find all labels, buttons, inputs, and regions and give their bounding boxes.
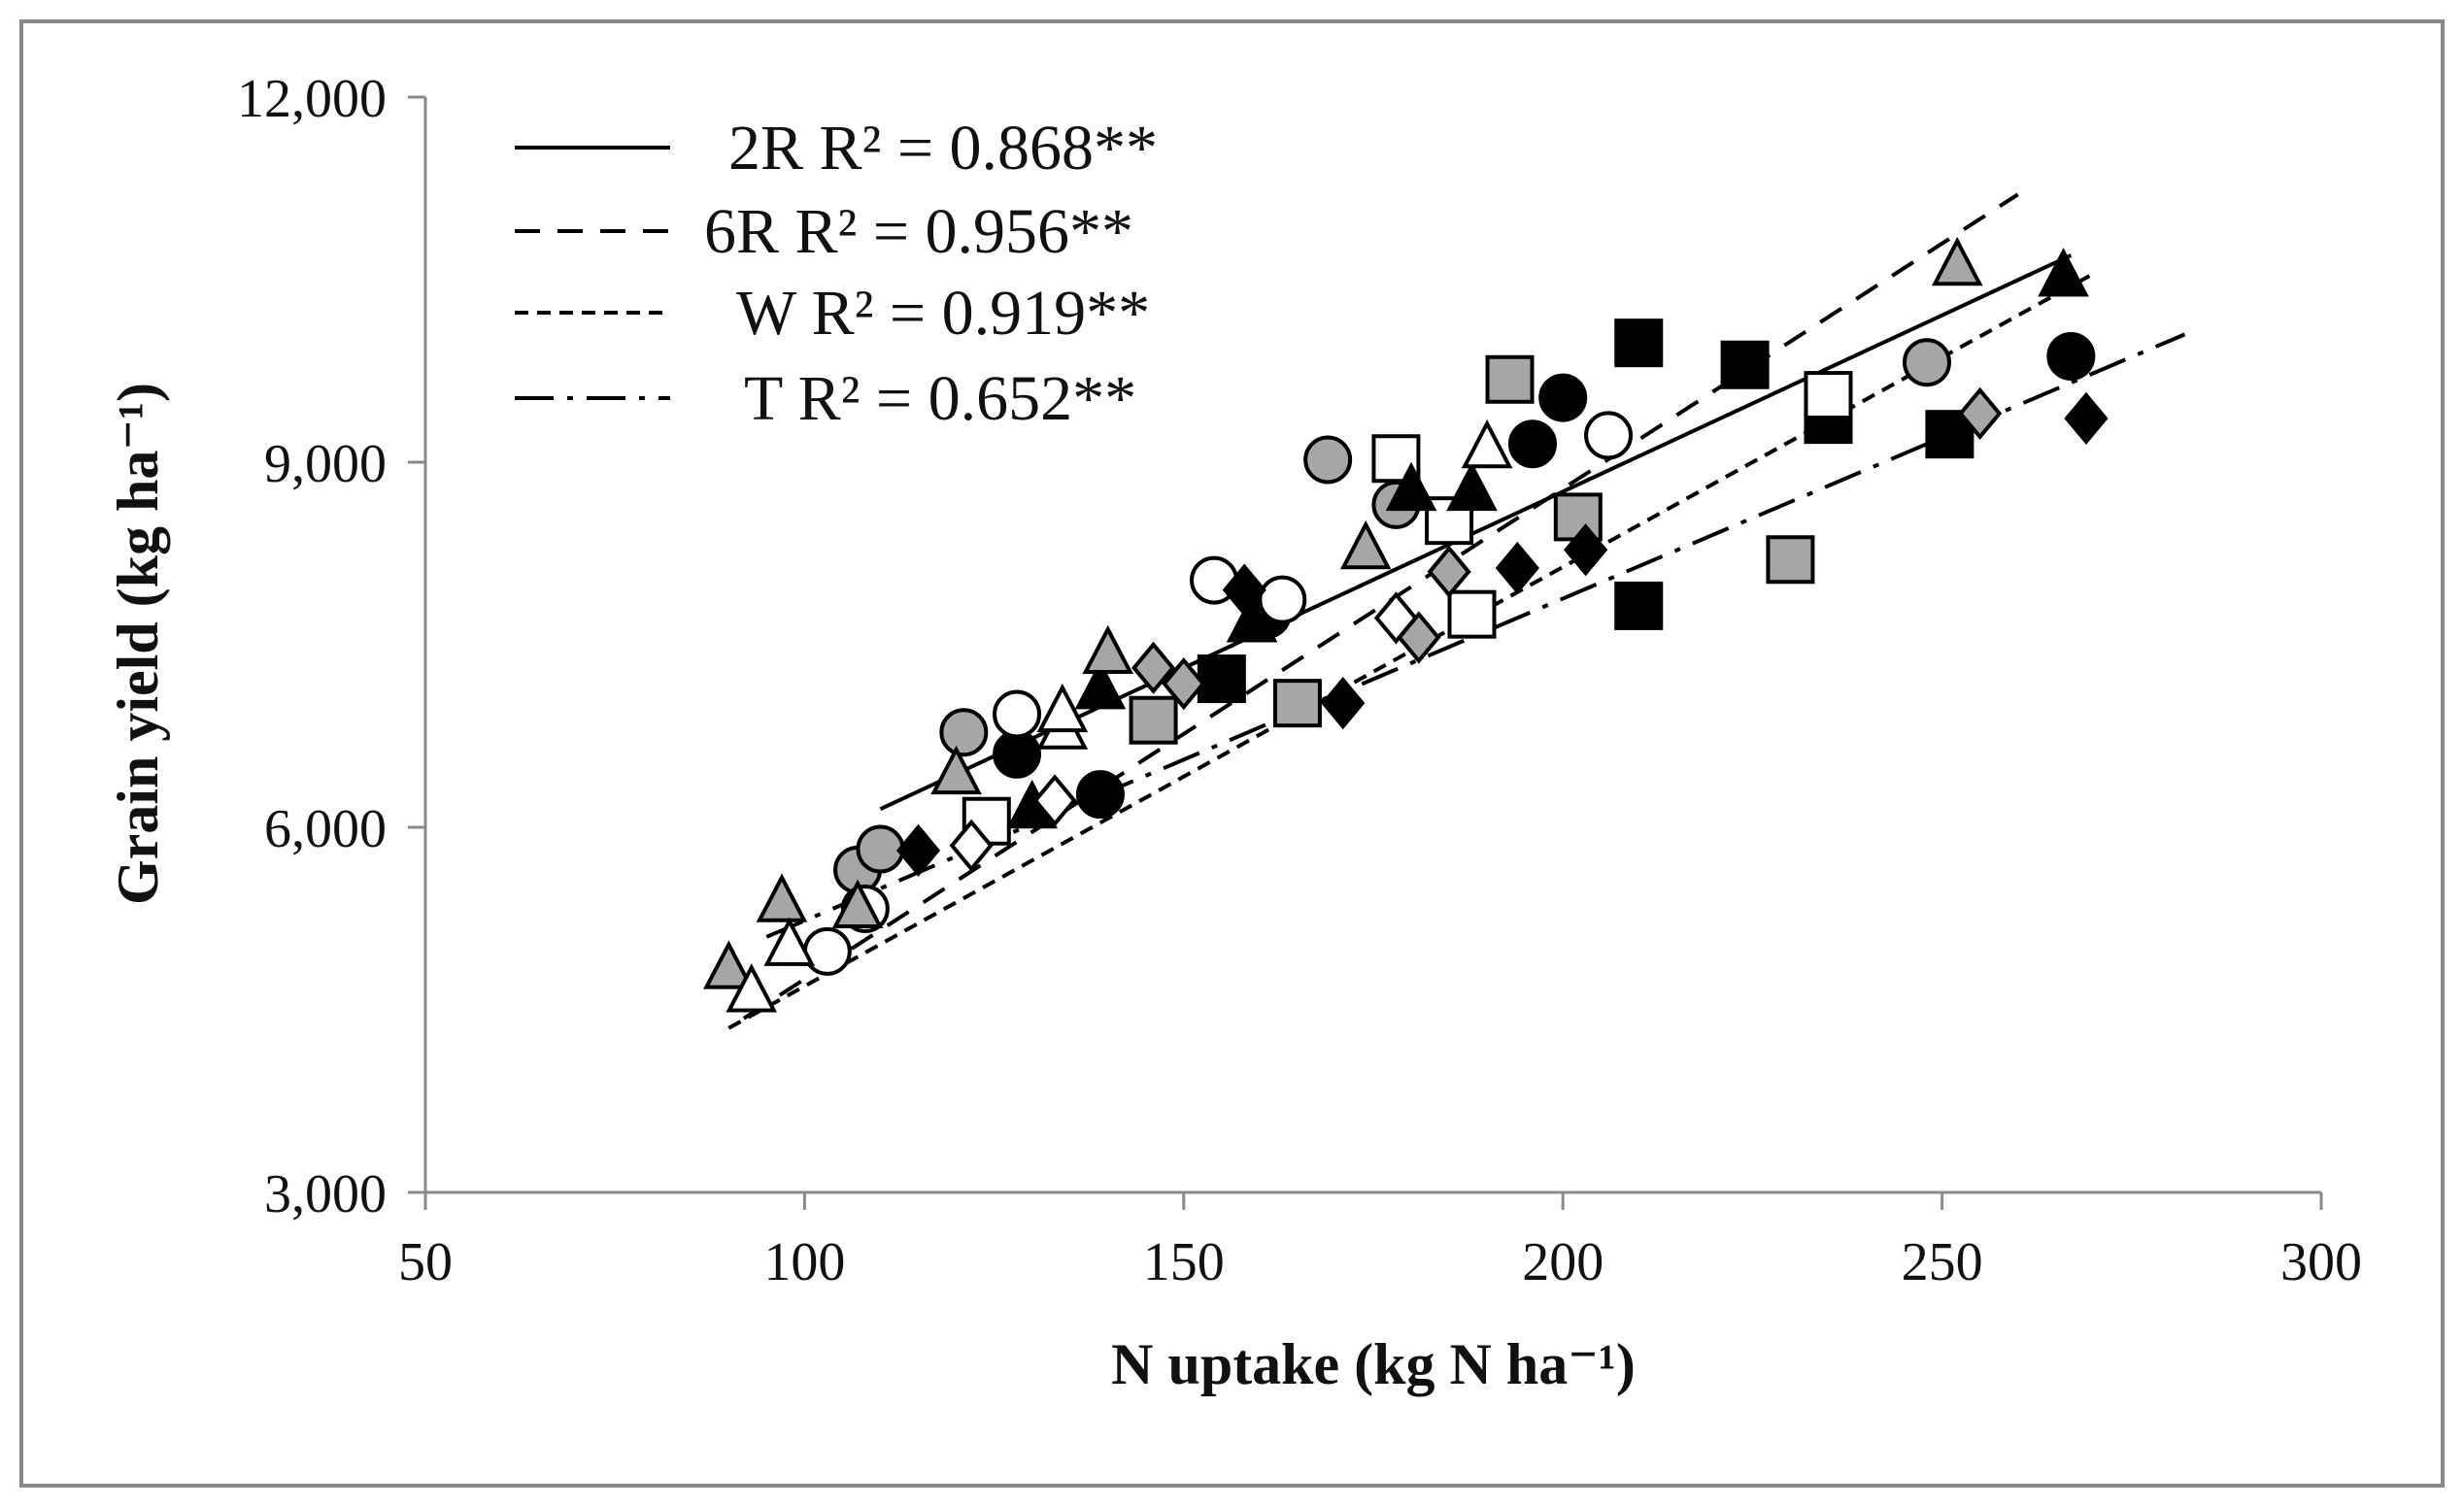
x-tick-label: 300 (2280, 1232, 2362, 1292)
y-tick-label: 9,000 (264, 434, 387, 494)
y-tick-label: 3,000 (264, 1164, 387, 1224)
point-diamond-gray (1427, 545, 1471, 598)
point-diamond-white (949, 819, 994, 872)
point-triangle-gray (703, 940, 755, 989)
x-tick-label: 200 (1522, 1232, 1603, 1292)
point-triangle-white (1461, 419, 1513, 469)
point-diamond-black (1564, 523, 1608, 577)
point-circle-white (1258, 575, 1307, 624)
point-circle-white (1584, 411, 1634, 460)
point-square-white (1804, 371, 1853, 420)
point-circle-black (1507, 419, 1557, 469)
point-circle-black (1075, 770, 1125, 820)
point-triangle-black (2038, 248, 2089, 297)
y-tick-label: 12,000 (237, 69, 387, 129)
point-circle-gray (1902, 338, 1951, 387)
x-axis-ticks: 50 100 150 200 250 300 (398, 1192, 2362, 1292)
point-square-gray (1485, 354, 1535, 404)
point-square-black (1197, 654, 1246, 704)
legend-label-6R: 6R R² = 0.956** (704, 196, 1133, 267)
point-square-black (1720, 340, 1770, 389)
point-square-gray (1553, 492, 1603, 542)
point-diamond-black (1222, 563, 1266, 617)
point-triangle-gray (756, 873, 808, 922)
point-diamond-black (2064, 391, 2109, 446)
point-diamond-white (1032, 774, 1077, 827)
point-circle-black (1538, 373, 1588, 422)
data-points (703, 236, 2109, 1013)
legend-label-W: W R² = 0.919** (736, 278, 1150, 349)
x-tick-label: 150 (1143, 1232, 1225, 1292)
point-triangle-gray (1082, 624, 1134, 675)
point-triangle-black (1226, 593, 1278, 643)
point-circle-gray (1303, 435, 1353, 485)
point-circle-black (2046, 331, 2096, 381)
chart-frame (19, 19, 2445, 1488)
y-tick-label: 6,000 (264, 799, 387, 859)
x-tick-label: 100 (763, 1232, 845, 1292)
point-circle-black (993, 729, 1042, 779)
y-axis-ticks: 3,000 6,000 9,000 12,000 (237, 69, 425, 1224)
point-triangle-black (1446, 461, 1498, 512)
point-square-gray (1129, 695, 1178, 745)
x-tick-label: 250 (1902, 1232, 1983, 1292)
point-diamond-gray (1162, 656, 1206, 711)
point-circle-gray (856, 824, 905, 874)
point-square-black (1614, 581, 1664, 630)
point-triangle-black (1074, 660, 1127, 710)
point-diamond-black (895, 823, 941, 877)
y-axis-title: Grain yield (kg ha⁻¹) (106, 383, 170, 905)
point-triangle-gray (1339, 519, 1392, 570)
point-square-white (1447, 589, 1497, 639)
point-diamond-gray (1958, 386, 2003, 440)
x-tick-label: 50 (398, 1232, 453, 1292)
legend-label-2R: 2R R² = 0.868** (728, 113, 1158, 184)
point-square-gray (1766, 535, 1815, 585)
point-diamond-black (1495, 541, 1539, 595)
point-triangle-gray (831, 879, 884, 928)
point-triangle-white (726, 963, 778, 1013)
legend: 2R R² = 0.868** 6R R² = 0.956** W R² = 0.9… (515, 113, 1158, 434)
fit-line-W (727, 271, 2095, 1030)
point-square-black (1614, 318, 1664, 368)
point-diamond-gray (1131, 641, 1176, 694)
point-triangle-gray (930, 745, 982, 795)
point-circle-white (993, 689, 1042, 739)
point-diamond-black (1321, 677, 1366, 730)
legend-label-T: T R² = 0.652** (744, 363, 1136, 434)
point-triangle-black (1385, 461, 1437, 512)
point-square-gray (1272, 679, 1322, 728)
x-axis-title: N uptake (kg N ha⁻¹) (1111, 1332, 1636, 1396)
point-triangle-white (1036, 683, 1089, 733)
fit-line-6R (742, 192, 2019, 1021)
point-circle-white (802, 926, 852, 976)
point-diamond-white (1373, 591, 1419, 645)
point-triangle-white (763, 917, 816, 966)
point-circle-gray (939, 708, 989, 757)
point-triangle-gray (1931, 236, 1983, 286)
